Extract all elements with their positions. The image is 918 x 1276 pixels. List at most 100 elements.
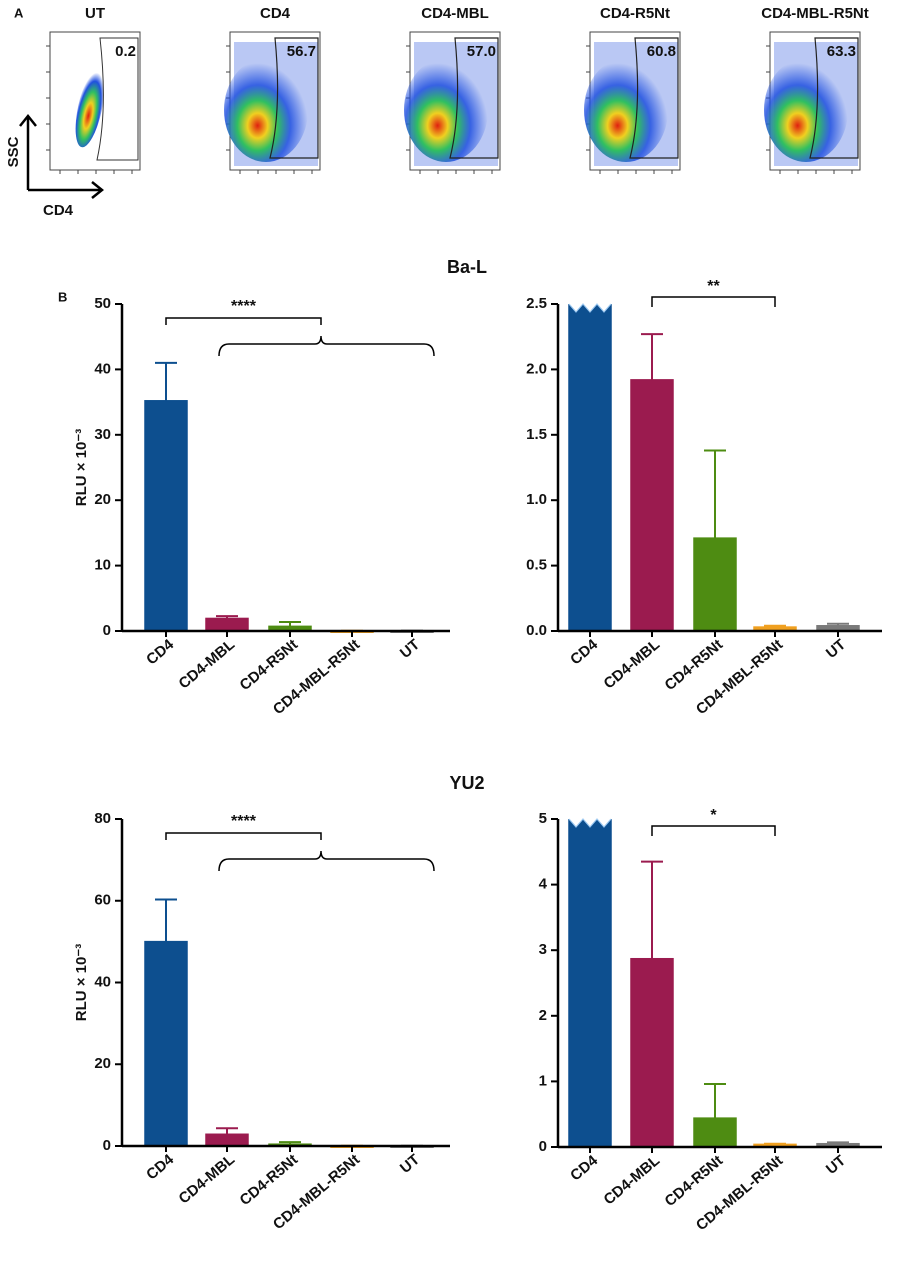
y-tick-label: 80 [94, 810, 111, 827]
panel-label: A [14, 5, 24, 20]
y-tick-label: 40 [94, 360, 111, 377]
sig-label: * [710, 807, 717, 824]
x-tick-label: UT [397, 636, 423, 662]
gate [269, 37, 319, 159]
sig-bracket [165, 832, 322, 840]
axis-break [568, 303, 612, 313]
flow-title: CD4-MBL [421, 5, 489, 22]
bar [144, 400, 188, 632]
y-tick-label: 0.0 [526, 622, 547, 639]
x-tick-label: UT [397, 1151, 423, 1177]
y-tick-label: 10 [94, 557, 111, 574]
y-tick-label: 1 [539, 1072, 547, 1089]
bar [144, 940, 188, 1147]
y-tick-label: 2.0 [526, 360, 547, 377]
density [764, 58, 848, 162]
flow-title: CD4-MBL-R5Nt [761, 5, 869, 22]
y-tick-label: 0 [539, 1138, 547, 1155]
x-tick-label: CD4-MBL [175, 636, 238, 692]
flow-plot: CD4-R5Nt 60.8 [584, 5, 681, 174]
sig-bracket [651, 296, 776, 307]
density [224, 58, 308, 162]
y-tick-label: 2 [539, 1007, 547, 1024]
gate-value: 63.3 [827, 43, 856, 60]
sig-label: **** [231, 813, 257, 830]
bar [630, 957, 674, 1148]
gate [449, 37, 499, 159]
y-tick-label: 2.5 [526, 295, 547, 312]
y-axis-label: RLU × 10⁻³ [73, 429, 90, 507]
y-tick-label: 50 [94, 295, 111, 312]
bar [630, 379, 674, 632]
x-tick-label: CD4-MBL [600, 1152, 663, 1208]
bar [568, 819, 612, 1148]
density [584, 58, 668, 162]
flow-title: CD4 [260, 5, 291, 22]
x-tick-label: CD4-R5Nt [237, 1151, 302, 1209]
bar [693, 537, 737, 632]
x-tick-label: UT [823, 636, 849, 662]
flow-plot: CD4-MBL-R5Nt 63.3 [761, 5, 869, 174]
x-tick-label: CD4 [143, 1151, 177, 1184]
y-tick-label: 60 [94, 892, 111, 909]
y-tick-label: 0.5 [526, 557, 547, 574]
x-tick-label: CD4 [143, 636, 177, 669]
y-tick-label: 40 [94, 973, 111, 990]
flow-y-label: SSC [5, 136, 22, 167]
panel-label: B [58, 289, 67, 304]
gate [809, 37, 859, 159]
y-tick-label: 20 [94, 1055, 111, 1072]
x-tick-label: CD4 [567, 636, 601, 669]
x-tick-label: CD4-R5Nt [237, 636, 302, 694]
flow-title: UT [85, 5, 105, 22]
flow-plot: CD4 56.7 [224, 5, 321, 174]
group-title: YU2 [449, 773, 484, 793]
group-title: Ba-L [447, 257, 487, 277]
plot-frame [49, 31, 141, 171]
flow-title: CD4-R5Nt [600, 5, 670, 22]
density [75, 68, 105, 148]
x-tick-label: CD4-MBL [175, 1151, 238, 1207]
gate-value: 56.7 [287, 43, 316, 60]
y-tick-label: 5 [539, 810, 547, 827]
bar [205, 1133, 249, 1147]
bars [568, 304, 860, 632]
x-tick-label: CD4-MBL [600, 636, 663, 692]
axis-break [568, 818, 612, 828]
sig-brace [218, 335, 435, 357]
sig-brace [218, 850, 435, 872]
gate [629, 37, 679, 159]
y-tick-label: 1.0 [526, 491, 547, 508]
flow-plot: UT 0.2 [46, 5, 141, 174]
bars [144, 898, 434, 1148]
density [404, 58, 488, 162]
gate-value: 57.0 [467, 43, 496, 60]
y-tick-label: 20 [94, 491, 111, 508]
sig-bracket [651, 825, 776, 836]
bar [205, 617, 249, 632]
bars [144, 361, 434, 633]
y-tick-label: 3 [539, 941, 547, 958]
gate-value: 60.8 [647, 43, 676, 60]
gate [96, 37, 139, 161]
bar [693, 1117, 737, 1148]
gate-value: 0.2 [115, 43, 136, 60]
x-tick-label: CD4 [567, 1152, 601, 1185]
y-tick-label: 4 [539, 876, 548, 893]
y-tick-label: 1.5 [526, 426, 547, 443]
y-axis-label: RLU × 10⁻³ [73, 944, 90, 1022]
y-tick-label: 0 [103, 622, 111, 639]
y-tick-label: 30 [94, 426, 111, 443]
sig-bracket [165, 317, 322, 325]
x-tick-label: UT [823, 1152, 849, 1178]
flow-x-label: CD4 [43, 202, 74, 219]
sig-label: ** [707, 278, 720, 295]
y-tick-label: 0 [103, 1137, 111, 1154]
flow-plot: CD4-MBL 57.0 [404, 5, 501, 174]
axis-arrows [19, 113, 105, 199]
sig-label: **** [231, 298, 257, 315]
bars [568, 819, 860, 1148]
